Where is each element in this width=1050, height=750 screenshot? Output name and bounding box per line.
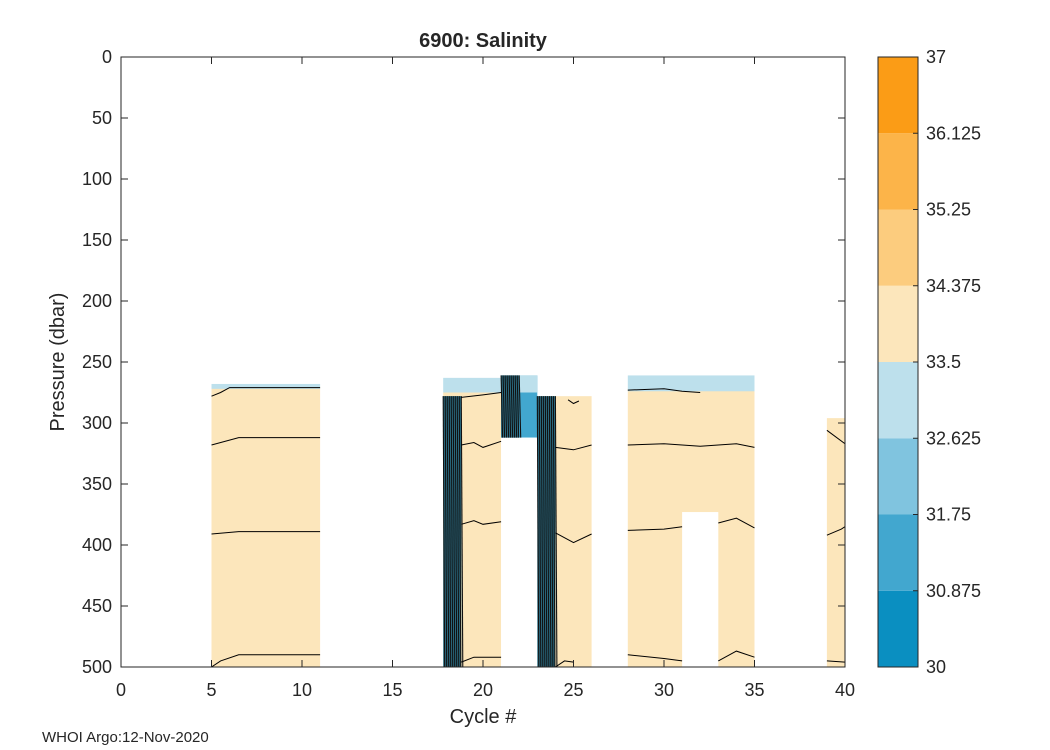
contour-line-4 (211, 654, 321, 667)
x-tick-label: 15 (382, 680, 402, 700)
gradient-band-2 (500, 375, 522, 438)
colorbar-segment-4 (878, 362, 918, 439)
colorbar-tick-label: 30 (926, 657, 946, 677)
contour-line-19 (826, 429, 845, 445)
y-tick-label: 450 (82, 596, 112, 616)
colorbar-tick-label: 30.875 (926, 581, 981, 601)
colorbar-tick-label: 31.75 (926, 505, 971, 525)
contour-line-6 (461, 440, 502, 448)
y-tick-label: 400 (82, 535, 112, 555)
y-axis: 0 50 100 150 200 250 300 350 400 450 500 (82, 47, 845, 677)
x-tick-label: 35 (744, 680, 764, 700)
surface-layer-2 (443, 377, 502, 393)
colorbar-segment-2 (878, 514, 918, 591)
contour-line-20 (826, 526, 845, 536)
contour-line-21 (826, 660, 845, 663)
contour-line-7 (461, 520, 502, 525)
data-gap-2 (682, 512, 719, 667)
y-tick-label: 500 (82, 657, 112, 677)
contour-line-11 (555, 660, 574, 667)
colorbar-segment-6 (878, 209, 918, 286)
y-tick-label: 0 (102, 47, 112, 67)
colorbar-segment-8 (878, 57, 918, 134)
y-tick-label: 250 (82, 352, 112, 372)
x-axis-label: Cycle # (450, 706, 518, 728)
y-tick-label: 50 (92, 108, 112, 128)
colorbar-tick-label: 36.125 (926, 123, 981, 143)
salinity-region-1 (211, 386, 321, 667)
y-axis-label: Pressure (dbar) (47, 293, 69, 432)
colorbar: 30 30.875 31.75 32.625 33.5 34.375 35.25 36.125… (877, 47, 981, 677)
surface-layer-1 (211, 383, 321, 389)
colorbar-tick-label: 37 (926, 47, 946, 67)
contour-line-18 (718, 650, 755, 662)
chart-title: 6900: Salinity (419, 30, 548, 52)
colorbar-segment-5 (878, 285, 918, 362)
y-tick-label: 300 (82, 413, 112, 433)
contour-line-1 (211, 387, 321, 397)
colorbar-tick-label: 34.375 (926, 276, 981, 296)
x-tick-label: 25 (563, 680, 583, 700)
y-tick-label: 200 (82, 291, 112, 311)
colorbar-tick-label: 33.5 (926, 352, 961, 372)
x-tick-label: 20 (473, 680, 493, 700)
colorbar-segment-1 (878, 590, 918, 667)
contour-line-3 (211, 531, 321, 535)
contour-line-16 (718, 517, 755, 529)
colorbar-tick-label: 35.25 (926, 200, 971, 220)
y-tick-label: 350 (82, 474, 112, 494)
colorbar-segment-7 (878, 133, 918, 210)
salinity-region-6 (826, 418, 845, 667)
contour-line-8 (461, 656, 502, 663)
x-tick-label: 0 (116, 680, 126, 700)
x-axis: 0 5 10 15 20 25 30 35 40 (116, 57, 855, 700)
contour-line-5 (461, 392, 502, 398)
colorbar-segment-3 (878, 438, 918, 515)
contour-line-14 (627, 443, 755, 448)
y-tick-label: 100 (82, 169, 112, 189)
y-tick-label: 150 (82, 230, 112, 250)
contour-line-13 (627, 388, 701, 393)
x-tick-label: 40 (835, 680, 855, 700)
x-tick-label: 5 (206, 680, 216, 700)
data-gap-1 (501, 437, 538, 667)
contour-line-2 (211, 437, 321, 446)
colorbar-tick-label: 32.625 (926, 428, 981, 448)
footer-credit: WHOI Argo:12-Nov-2020 (42, 729, 209, 746)
surface-layer-5 (627, 375, 755, 392)
gradient-band-1 (442, 396, 464, 667)
contour-line-15 (627, 526, 683, 531)
x-tick-label: 30 (654, 680, 674, 700)
x-tick-label: 10 (292, 680, 312, 700)
data-layer (211, 375, 845, 667)
contour-line-17 (627, 654, 683, 662)
gradient-band-3 (536, 396, 558, 667)
contour-line-12 (567, 399, 580, 405)
contour-line-9 (555, 444, 592, 451)
contour-line-10 (555, 532, 592, 544)
